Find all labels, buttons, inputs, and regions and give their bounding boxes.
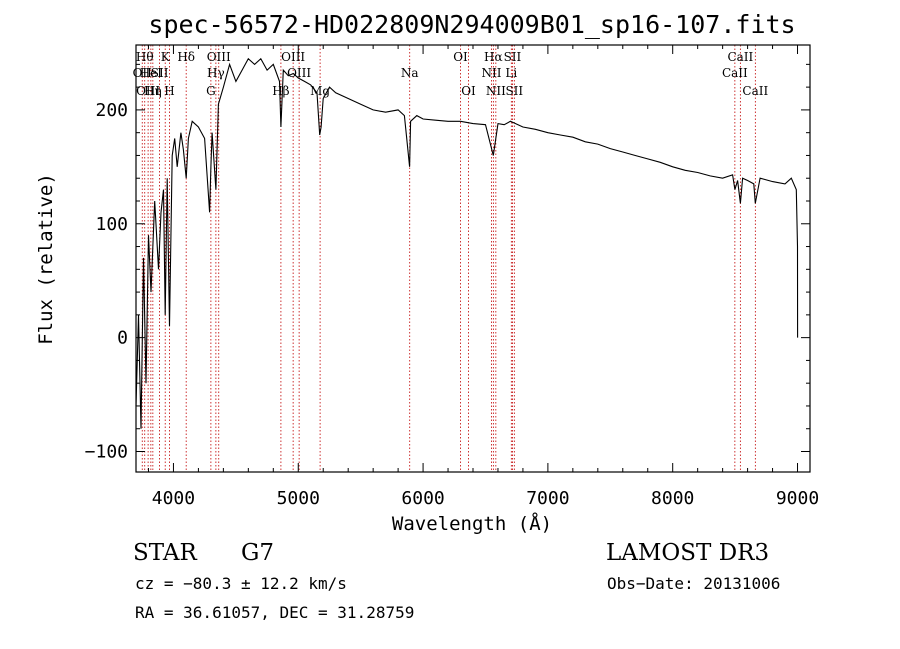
spectral-line-label: HeI	[140, 66, 163, 80]
x-tick-label: 4000	[152, 488, 195, 509]
y-axis-ticks: −100 0 100 200	[85, 63, 810, 463]
survey-name: LAMOST DR3	[606, 540, 769, 566]
spectral-line-label: CaII	[742, 84, 768, 98]
chart-title: spec-56572-HD022809N294009B01_sp16-107.f…	[148, 10, 795, 39]
spectral-line-label: Hγ	[207, 66, 225, 80]
plot-frame	[135, 44, 811, 473]
spectral-line-label: Hβ	[272, 84, 289, 98]
y-tick-label: 200	[95, 100, 128, 121]
spectral-line-label: Na	[401, 66, 419, 80]
spectral-line-label: SII	[504, 50, 522, 64]
redshift-readout: cz = −80.3 ± 12.2 km/s	[135, 574, 347, 593]
spectral-line-label: CaII	[727, 50, 753, 64]
object-subclass: G7	[241, 540, 274, 566]
spectral-line-label: OIII	[281, 50, 305, 64]
spectral-line-label: H	[164, 84, 174, 98]
spectral-line-label: OI	[461, 84, 476, 98]
spectrum-line	[135, 57, 799, 429]
spectral-line-label: Hη	[144, 84, 162, 98]
spectral-line-label: Hδ	[177, 50, 195, 64]
y-tick-label: −100	[85, 442, 128, 463]
spectral-line-label: OI	[453, 50, 468, 64]
coordinates-readout: RA = 36.61057, DEC = 31.28759	[135, 603, 414, 622]
spectral-line-label: SII	[505, 84, 523, 98]
spectral-line-label: OIII	[287, 66, 311, 80]
spectral-line-label: K	[161, 50, 171, 64]
spectral-line-label: NII	[486, 84, 506, 98]
spectral-line-markers	[141, 45, 756, 472]
spectral-line-label: Hα	[484, 50, 503, 64]
spectral-line-label: NII	[481, 66, 501, 80]
y-tick-label: 100	[95, 214, 128, 235]
spectral-line-label: Hθ	[136, 50, 154, 64]
y-axis-label: Flux (relative)	[35, 173, 57, 345]
spectral-line-label: CaII	[722, 66, 748, 80]
x-tick-label: 9000	[776, 488, 819, 509]
x-tick-label: 5000	[277, 488, 320, 509]
x-tick-label: 8000	[651, 488, 694, 509]
spectral-line-label: OIII	[207, 50, 231, 64]
x-tick-label: 6000	[401, 488, 444, 509]
x-tick-label: 7000	[526, 488, 569, 509]
x-axis-ticks: 4000 5000 6000 7000 8000 9000	[147, 45, 819, 509]
object-class: STAR	[133, 540, 197, 566]
spectral-line-label: Li	[505, 66, 517, 80]
observation-date: Obs−Date: 20131006	[607, 574, 780, 593]
spectral-line-label: OIII	[136, 84, 160, 98]
spectral-line-label: G	[206, 84, 216, 98]
x-axis-label: Wavelength (Å)	[392, 512, 552, 535]
spectral-line-label: SII	[151, 66, 169, 80]
spectral-line-label: OII	[133, 66, 153, 80]
spectral-line-labels: OIIHθOIIIHeIHηSIIKHHδGHγOIIIHβOIIIOIIIMg…	[133, 50, 769, 98]
y-tick-label: 0	[117, 328, 128, 349]
